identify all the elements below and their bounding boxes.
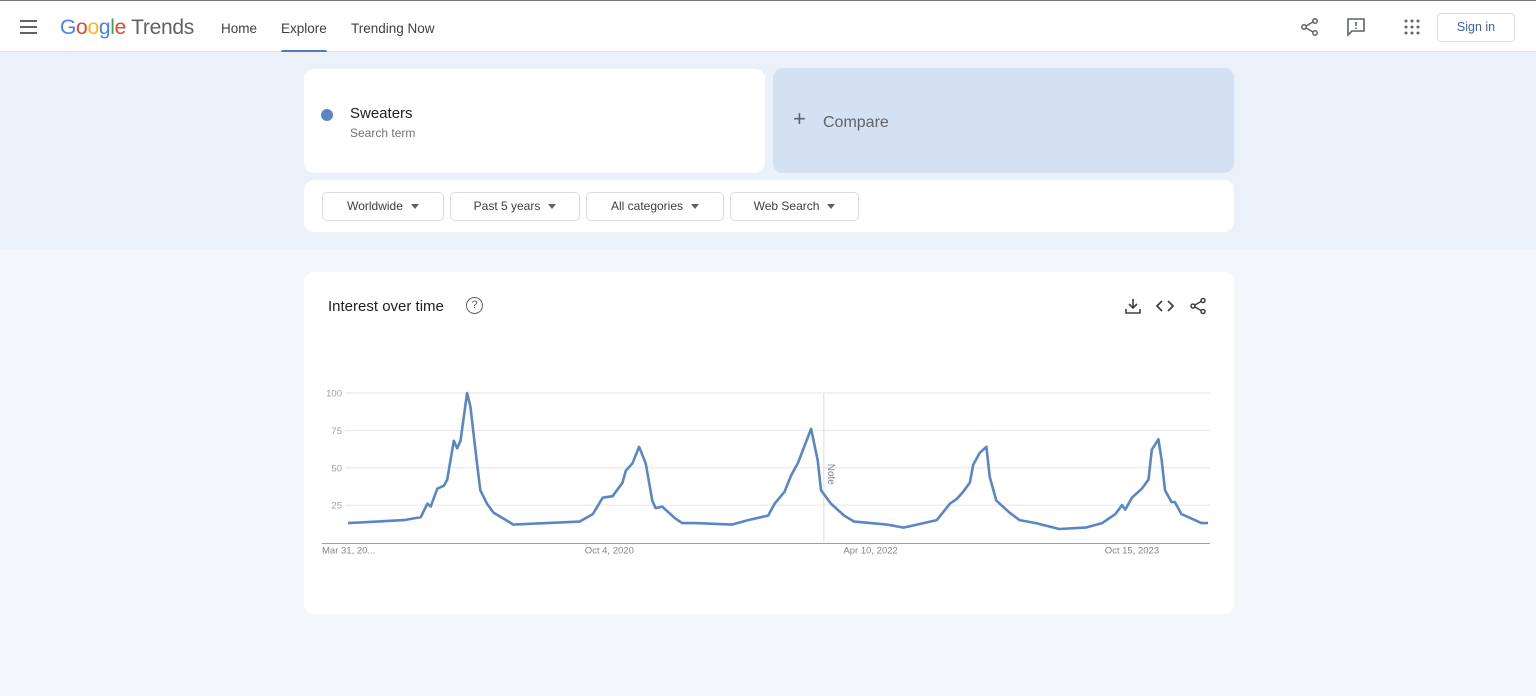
compare-button[interactable]: + Compare	[773, 68, 1234, 173]
feedback-icon[interactable]	[1346, 17, 1366, 37]
compare-label: Compare	[823, 114, 889, 131]
sign-in-button[interactable]: Sign in	[1437, 13, 1515, 42]
filter-bar: Worldwide Past 5 years All categories We…	[304, 180, 1234, 232]
trends-wordmark: Trends	[131, 16, 194, 39]
caret-down-icon	[691, 204, 700, 210]
filter-search-type[interactable]: Web Search	[730, 192, 859, 221]
plus-icon: +	[793, 106, 806, 131]
download-icon[interactable]	[1124, 297, 1142, 315]
embed-code-icon[interactable]	[1156, 297, 1174, 315]
caret-down-icon	[548, 204, 557, 210]
filter-time-range[interactable]: Past 5 years	[450, 192, 580, 221]
search-term-card[interactable]: Sweaters Search term	[304, 69, 765, 173]
nav-home[interactable]: Home	[221, 21, 258, 36]
filter-label: Web Search	[753, 199, 820, 213]
google-wordmark: Google	[60, 16, 126, 39]
y-tick-label: 75	[331, 426, 342, 437]
interest-over-time-card: Interest over time ? 25 50 75 100 Mar 31, 20…	[304, 272, 1234, 614]
share-icon[interactable]	[1300, 17, 1320, 37]
search-term-subtitle: Search term	[350, 126, 416, 140]
nav-trending-now[interactable]: Trending Now	[351, 21, 435, 36]
y-tick-label: 50	[331, 463, 342, 474]
search-term[interactable]: Sweaters	[350, 105, 413, 122]
x-tick-label: Oct 4, 2020	[585, 546, 634, 557]
filter-label: All categories	[610, 199, 684, 213]
help-icon[interactable]: ?	[466, 297, 483, 314]
y-tick-label: 25	[331, 501, 342, 512]
google-trends-logo[interactable]: Google Trends	[60, 16, 194, 40]
caret-down-icon	[410, 204, 419, 210]
filter-label: Worldwide	[347, 199, 403, 213]
term-color-dot	[321, 109, 333, 121]
y-tick-label: 100	[326, 389, 342, 400]
filter-label: Past 5 years	[473, 199, 541, 213]
share-icon[interactable]	[1189, 297, 1207, 315]
caret-down-icon	[827, 204, 836, 210]
chart-title: Interest over time	[328, 298, 444, 315]
series-line-sweaters	[347, 391, 1208, 531]
interest-line-chart: 25 50 75 100 Mar 31, 20... Oct 4, 2020 Apr 10,…	[322, 389, 1210, 557]
nav-explore[interactable]: Explore	[281, 21, 327, 53]
x-tick-label: Mar 31, 20...	[322, 546, 375, 557]
filter-category[interactable]: All categories	[586, 192, 724, 221]
x-tick-label: Oct 15, 2023	[1105, 546, 1159, 557]
note-marker-label: Note	[825, 464, 836, 486]
filter-region[interactable]: Worldwide	[322, 192, 444, 221]
apps-grid-icon[interactable]	[1402, 17, 1422, 37]
top-app-bar: Google Trends Home Explore Trending Now …	[0, 0, 1536, 53]
menu-icon[interactable]	[20, 20, 37, 38]
x-tick-label: Apr 10, 2022	[843, 546, 897, 557]
